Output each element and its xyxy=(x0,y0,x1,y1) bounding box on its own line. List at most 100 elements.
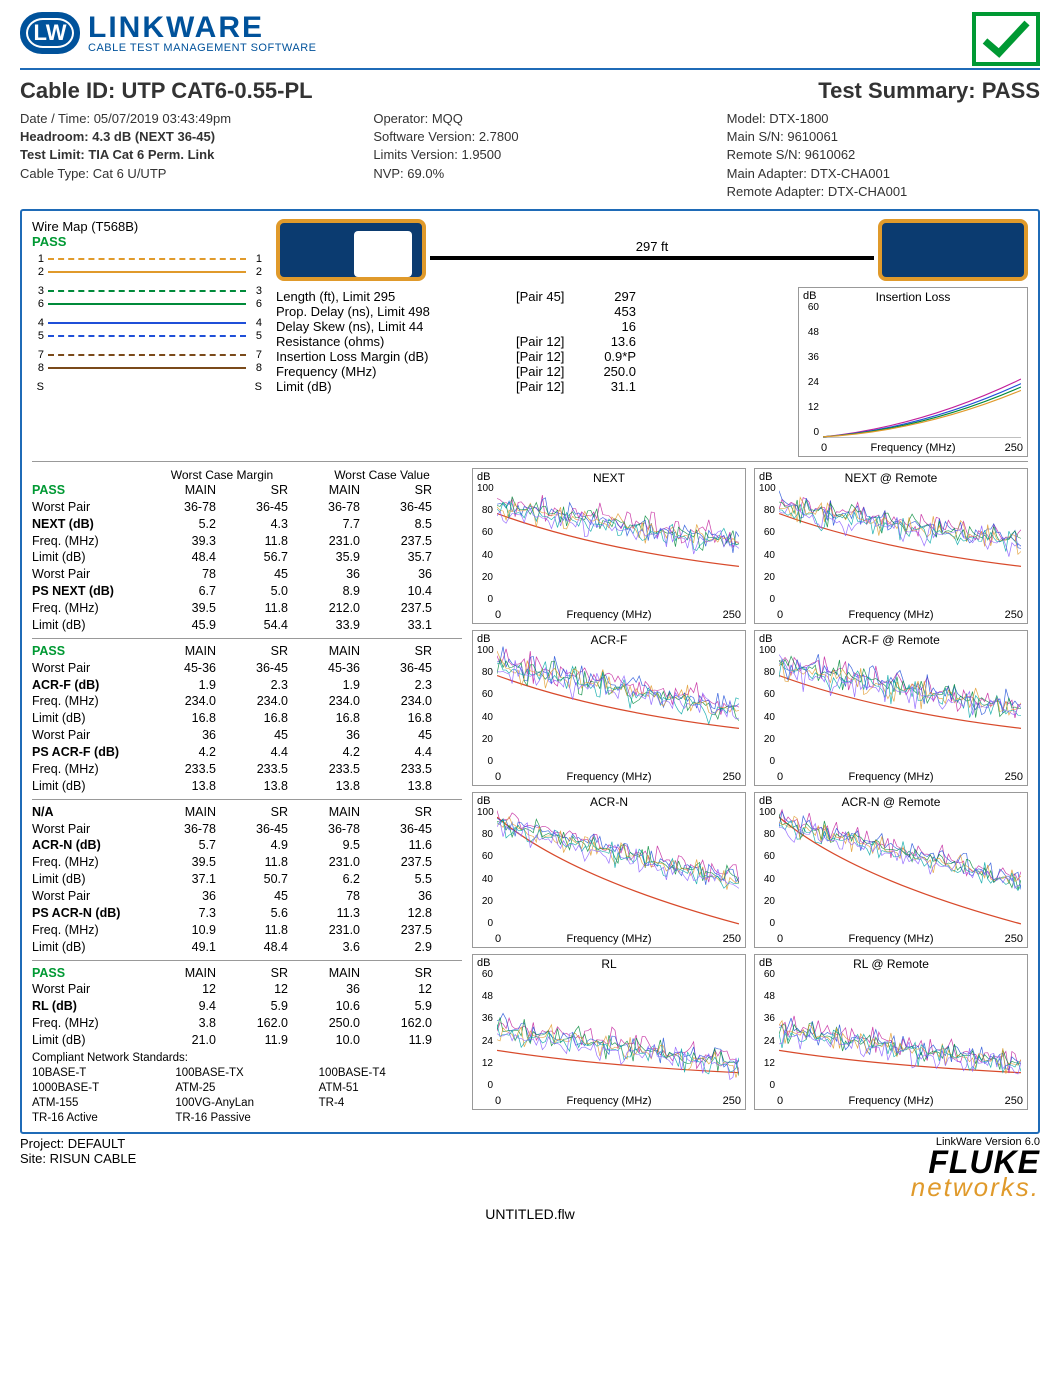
table-row: PS NEXT (dB)6.75.08.910.4 xyxy=(32,583,462,600)
meta-line: Cable Type: Cat 6 U/UTP xyxy=(20,165,333,183)
meta-line: Date / Time: 05/07/2019 03:43:49pm xyxy=(20,110,333,128)
meta-line: Software Version: 2.7800 xyxy=(373,128,686,146)
wire-row: 22 xyxy=(32,266,262,279)
footer: Project: DEFAULT Site: RISUN CABLE LinkW… xyxy=(20,1136,1040,1200)
chart-acr-f: dBACR-F1008060402000Frequency (MHz)250 xyxy=(472,630,746,786)
file-name: UNTITLED.flw xyxy=(20,1206,1040,1222)
chart-box: dB Insertion Loss 60483624120 xyxy=(798,287,1028,457)
chart-next: dBNEXT1008060402000Frequency (MHz)250 xyxy=(472,468,746,624)
length-row: Length (ft), Limit 295[Pair 45]297 xyxy=(276,289,782,304)
compliant-standards: Compliant Network Standards: 10BASE-T100… xyxy=(32,1051,462,1126)
meta-line: Headroom: 4.3 dB (NEXT 36-45) xyxy=(20,128,333,146)
result-section: PASSMAINSRMAINSRWorst Pair36-7836-4536-7… xyxy=(32,482,462,634)
table-row: PS ACR-N (dB)7.35.611.312.8 xyxy=(32,905,462,922)
length-row: Insertion Loss Margin (dB)[Pair 12]0.9*P xyxy=(276,349,782,364)
meta-line: Model: DTX-1800 xyxy=(727,110,1040,128)
result-section: PASSMAINSRMAINSRWorst Pair12123612RL (dB… xyxy=(32,965,462,1049)
table-row: RL (dB)9.45.910.65.9 xyxy=(32,998,462,1015)
lw-badge-icon: LW xyxy=(20,12,80,54)
table-group-header: Worst Case Margin Worst Case Value xyxy=(32,468,462,482)
table-row: Worst Pair36457836 xyxy=(32,888,462,905)
main-device-icon xyxy=(276,219,426,281)
il-svg xyxy=(823,302,1021,438)
table-row: Limit (dB)21.011.910.011.9 xyxy=(32,1032,462,1049)
wiremap-rows: 1122336644557788SS xyxy=(32,253,262,394)
table-row: Limit (dB)16.816.816.816.8 xyxy=(32,710,462,727)
footer-left: Project: DEFAULT Site: RISUN CABLE xyxy=(20,1136,136,1166)
result-section: N/AMAINSRMAINSRWorst Pair36-7836-4536-78… xyxy=(32,804,462,956)
logo-block: LW LINKWARE CABLE TEST MANAGEMENT SOFTWA… xyxy=(20,12,317,54)
table-row: Freq. (MHz)3.8162.0250.0162.0 xyxy=(32,1015,462,1032)
chart-acr-n-remote: dBACR-N @ Remote1008060402000Frequency (… xyxy=(754,792,1028,948)
length-row: Prop. Delay (ns), Limit 498453 xyxy=(276,304,782,319)
table-row: Worst Pair45-3636-4545-3636-45 xyxy=(32,660,462,677)
divider xyxy=(32,461,1028,462)
chart-rl: dBRL604836241200Frequency (MHz)250 xyxy=(472,954,746,1110)
table-row: Worst Pair36-7836-4536-7836-45 xyxy=(32,499,462,516)
device-row: 297 ft xyxy=(276,219,1028,281)
insertion-loss-chart: dB Insertion Loss 60483624120 xyxy=(798,287,1028,457)
upper-section: Wire Map (T568B) PASS 1122336644557788SS… xyxy=(32,219,1028,457)
meta-col-1: Date / Time: 05/07/2019 03:43:49pmHeadro… xyxy=(20,110,333,201)
footer-right: LinkWare Version 6.0 FLUKE networks. xyxy=(911,1136,1040,1200)
table-row: ACR-F (dB)1.92.31.92.3 xyxy=(32,677,462,694)
meta-block: Date / Time: 05/07/2019 03:43:49pmHeadro… xyxy=(20,110,1040,201)
meta-line: Remote S/N: 9610062 xyxy=(727,146,1040,164)
remote-device-icon xyxy=(878,219,1028,281)
length-row: Frequency (MHz)[Pair 12]250.0 xyxy=(276,364,782,379)
test-summary-title: Test Summary: PASS xyxy=(818,78,1040,104)
devices-block: 297 ft Length (ft), Limit 295[Pair 45]29… xyxy=(276,219,1028,457)
table-row: Freq. (MHz)234.0234.0234.0234.0 xyxy=(32,693,462,710)
meta-line: Main Adapter: DTX-CHA001 xyxy=(727,165,1040,183)
meta-line: NVP: 69.0% xyxy=(373,165,686,183)
report-page: LW LINKWARE CABLE TEST MANAGEMENT SOFTWA… xyxy=(0,0,1060,1232)
wiremap-title: Wire Map (T568B) xyxy=(32,219,262,234)
charts-grid: dBNEXT1008060402000Frequency (MHz)250dBN… xyxy=(472,468,1028,1126)
tables-left: Worst Case Margin Worst Case Value PASSM… xyxy=(32,468,462,1126)
brand-subtitle: CABLE TEST MANAGEMENT SOFTWARE xyxy=(88,43,317,54)
brand-text: LINKWARE CABLE TEST MANAGEMENT SOFTWARE xyxy=(88,13,317,54)
wire-row: 88 xyxy=(32,362,262,375)
length-row: Resistance (ohms)[Pair 12]13.6 xyxy=(276,334,782,349)
table-row: Worst Pair36-7836-4536-7836-45 xyxy=(32,821,462,838)
chart-rl-remote: dBRL @ Remote604836241200Frequency (MHz)… xyxy=(754,954,1028,1110)
pass-check-icon xyxy=(972,12,1040,66)
wire-row: 33 xyxy=(32,285,262,298)
cable-bar xyxy=(430,256,874,260)
fluke-logo: FLUKE networks. xyxy=(911,1148,1040,1200)
table-row: Worst Pair78453636 xyxy=(32,566,462,583)
chart-next-remote: dBNEXT @ Remote1008060402000Frequency (M… xyxy=(754,468,1028,624)
table-row: Freq. (MHz)39.511.8212.0237.5 xyxy=(32,600,462,617)
wire-row: SS xyxy=(32,381,262,394)
wiremap-block: Wire Map (T568B) PASS 1122336644557788SS xyxy=(32,219,262,457)
cable-length: 297 ft xyxy=(636,239,669,254)
divider xyxy=(20,68,1040,70)
wiremap-status: PASS xyxy=(32,234,262,249)
compliant-col: 100BASE-T4ATM-51TR-4 xyxy=(319,1066,462,1126)
result-section: PASSMAINSRMAINSRWorst Pair45-3636-4545-3… xyxy=(32,643,462,795)
wire-row: 44 xyxy=(32,317,262,330)
sections-container: PASSMAINSRMAINSRWorst Pair36-7836-4536-7… xyxy=(32,482,462,1049)
meta-col-3: Model: DTX-1800Main S/N: 9610061Remote S… xyxy=(727,110,1040,201)
main-box: Wire Map (T568B) PASS 1122336644557788SS… xyxy=(20,209,1040,1134)
length-row: Delay Skew (ns), Limit 4416 xyxy=(276,319,782,334)
meta-line: Remote Adapter: DTX-CHA001 xyxy=(727,183,1040,201)
chart-acr-n: dBACR-N1008060402000Frequency (MHz)250 xyxy=(472,792,746,948)
table-row: Worst Pair36453645 xyxy=(32,727,462,744)
wire-row: 77 xyxy=(32,349,262,362)
title-row: Cable ID: UTP CAT6-0.55-PL Test Summary:… xyxy=(20,78,1040,104)
table-row: Freq. (MHz)10.911.8231.0237.5 xyxy=(32,922,462,939)
table-row: Limit (dB)13.813.813.813.8 xyxy=(32,778,462,795)
meta-line: Main S/N: 9610061 xyxy=(727,128,1040,146)
compliant-col: 10BASE-T1000BASE-TATM-155TR-16 Active xyxy=(32,1066,175,1126)
brand-name: LINKWARE xyxy=(88,13,317,43)
meta-line: Operator: MQQ xyxy=(373,110,686,128)
table-row: Limit (dB)49.148.43.62.9 xyxy=(32,939,462,956)
length-table: Length (ft), Limit 295[Pair 45]297Prop. … xyxy=(276,289,782,457)
wire-row: 11 xyxy=(32,253,262,266)
length-row: Limit (dB)[Pair 12]31.1 xyxy=(276,379,782,394)
meta-line: Limits Version: 1.9500 xyxy=(373,146,686,164)
table-row: Freq. (MHz)233.5233.5233.5233.5 xyxy=(32,761,462,778)
table-row: ACR-N (dB)5.74.99.511.6 xyxy=(32,837,462,854)
meta-col-2: Operator: MQQSoftware Version: 2.7800Lim… xyxy=(373,110,686,201)
